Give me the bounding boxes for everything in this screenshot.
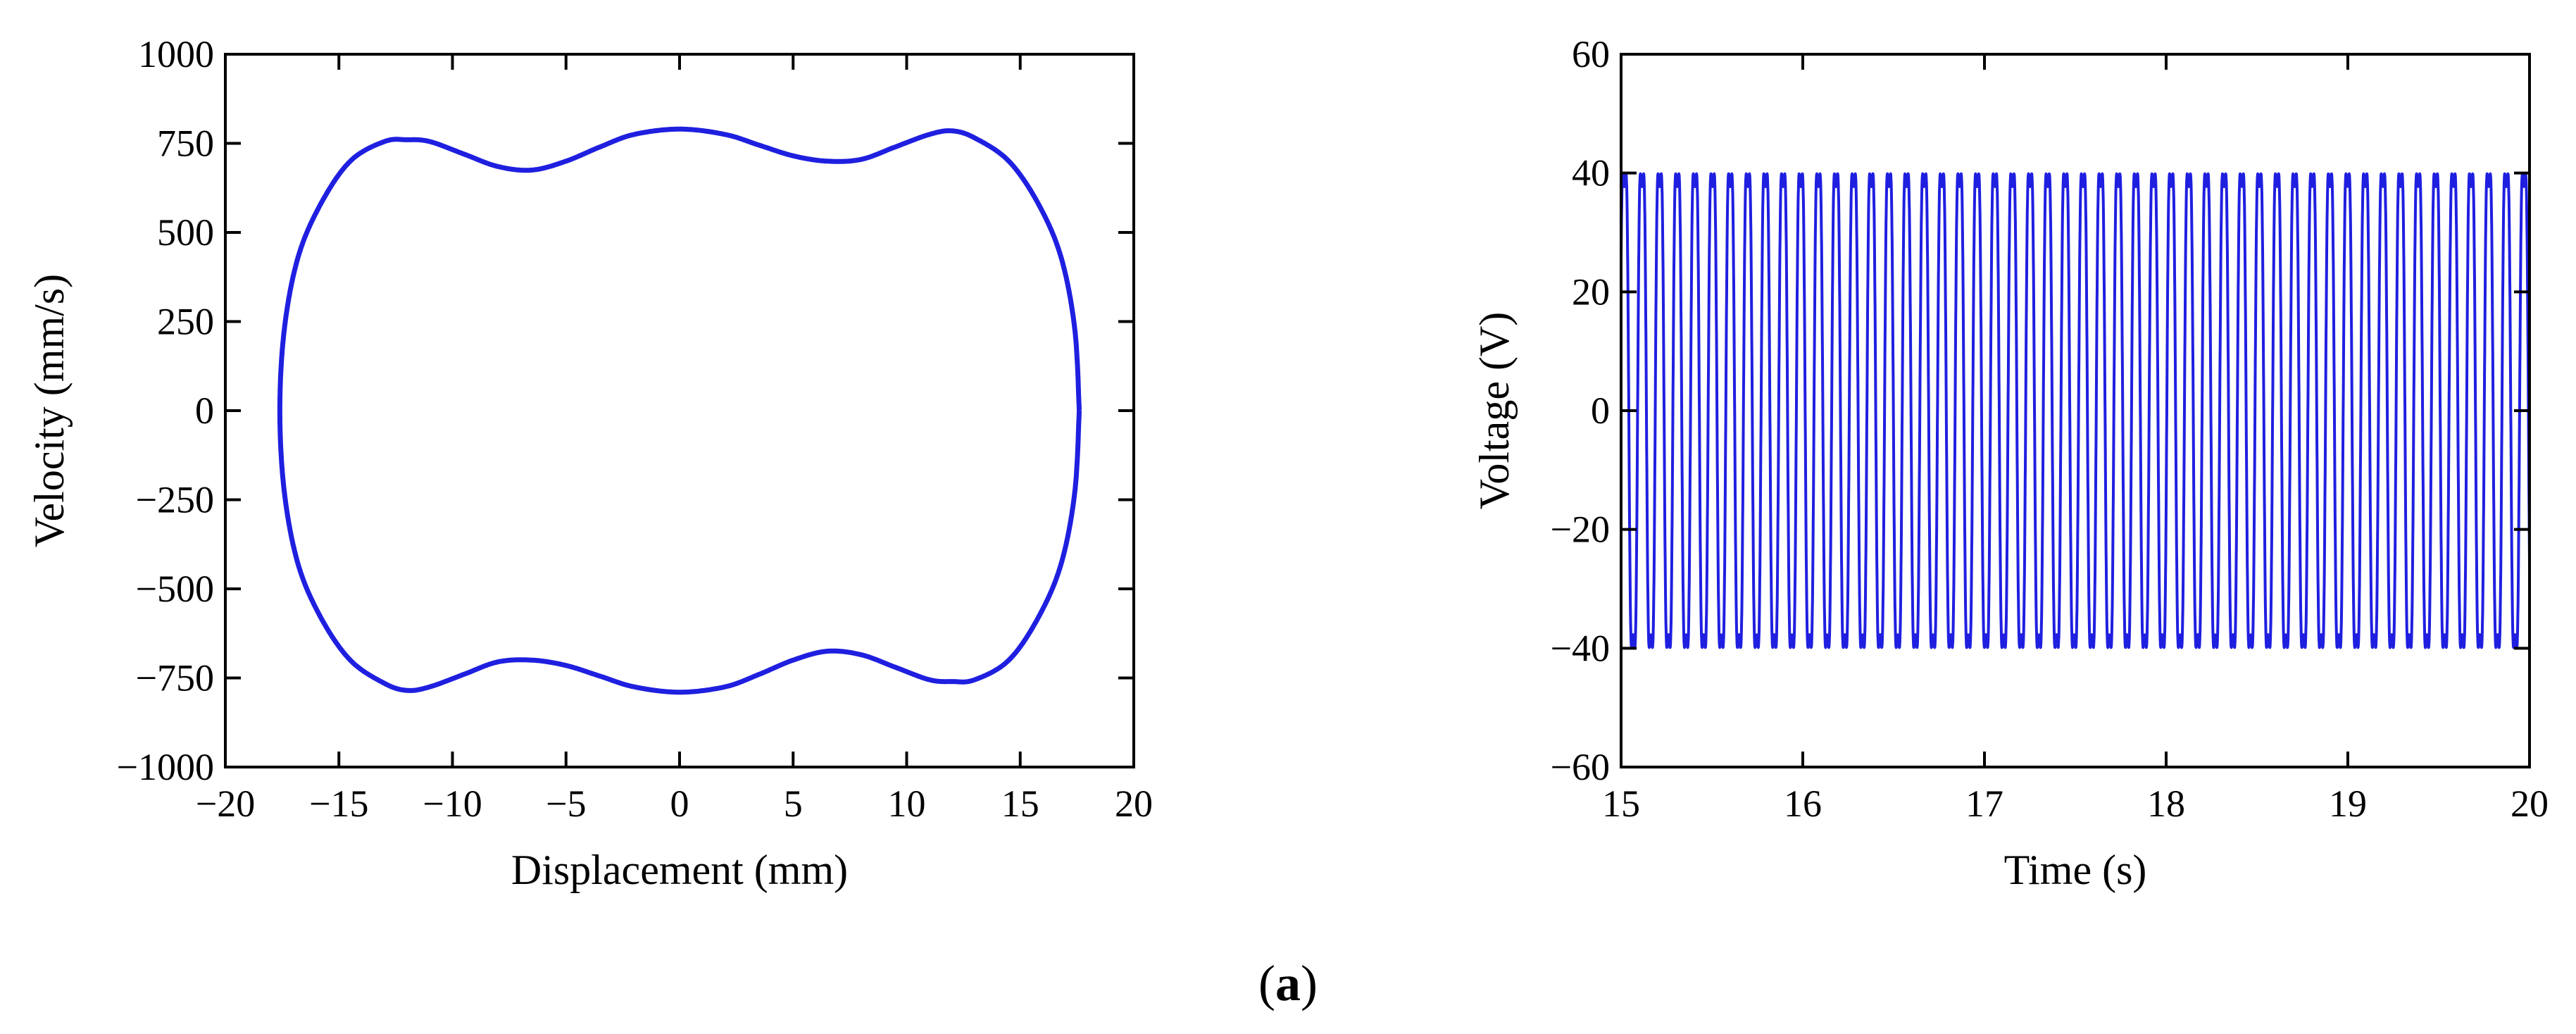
voltage-x-axis-label: Time (s) xyxy=(2004,847,2147,893)
caption-close-paren: ) xyxy=(1301,955,1318,1011)
voltage-y-tick-label: 20 xyxy=(1572,270,1610,313)
phase-portrait-x-tick-label: −10 xyxy=(423,783,482,825)
phase-portrait-x-tick-label: 10 xyxy=(888,783,926,825)
voltage-x-tick-label: 19 xyxy=(2329,783,2367,825)
phase-portrait-y-tick-label: 250 xyxy=(157,301,214,343)
phase-portrait-y-tick-label: −750 xyxy=(136,657,214,699)
caption-open-paren: ( xyxy=(1258,955,1275,1011)
voltage-x-tick-label: 20 xyxy=(2511,783,2549,825)
phase-portrait-y-tick-label: 500 xyxy=(157,211,214,254)
phase-portrait-y-tick-label: −500 xyxy=(136,568,214,610)
phase-portrait-y-tick-label: 750 xyxy=(157,123,214,165)
phase-portrait-x-tick-label: 15 xyxy=(1001,783,1039,825)
voltage-x-tick-label: 17 xyxy=(1965,783,2003,825)
phase-portrait-x-tick-label: −5 xyxy=(546,783,586,825)
phase-portrait-series-line-0 xyxy=(277,126,1082,695)
phase-portrait-y-tick-label: 1000 xyxy=(138,33,214,75)
phase-portrait-y-ticks: −1000 −750 −500 −250 0 250 500 750 1000 xyxy=(117,33,1134,788)
voltage-y-tick-label: 40 xyxy=(1572,152,1610,194)
phase-portrait-y-tick-label: −1000 xyxy=(117,746,214,788)
phase-portrait-y-axis-label: Velocity (mm/s) xyxy=(26,274,73,547)
voltage-time-chart: 15 16 17 18 19 20 −60 −40 −20 0 20 40 60 Time (s) V… xyxy=(1471,33,2549,893)
voltage-x-tick-label: 18 xyxy=(2147,783,2185,825)
phase-portrait-x-axis-label: Displacement (mm) xyxy=(511,847,848,893)
phase-portrait-series-group xyxy=(277,126,1082,695)
voltage-y-ticks: −60 −40 −20 0 20 40 60 xyxy=(1551,33,2530,788)
voltage-y-axis-label: Voltage (V) xyxy=(1471,312,1518,510)
voltage-y-tick-label: −60 xyxy=(1551,746,1610,788)
voltage-y-tick-label: 60 xyxy=(1572,33,1610,75)
voltage-series-line-0 xyxy=(1620,172,2531,649)
phase-portrait-y-tick-label: −250 xyxy=(136,479,214,521)
phase-portrait-x-tick-label: −20 xyxy=(196,783,255,825)
voltage-x-tick-label: 16 xyxy=(1784,783,1822,825)
phase-portrait-x-tick-label: 5 xyxy=(784,783,803,825)
phase-portrait-x-tick-label: 0 xyxy=(670,783,689,825)
phase-portrait-x-ticks: −20 −15 −10 −5 0 5 10 15 20 xyxy=(196,54,1153,825)
phase-portrait-chart: −20 −15 −10 −5 0 5 10 15 20 −1000 −750 −500 −250 0 25… xyxy=(26,33,1153,893)
caption-letter: a xyxy=(1275,955,1301,1011)
voltage-series-group xyxy=(1620,172,2531,649)
figure-caption: (a) xyxy=(1258,955,1318,1011)
voltage-x-tick-label: 15 xyxy=(1602,783,1640,825)
phase-portrait-y-tick-label: 0 xyxy=(195,390,214,432)
voltage-plot-frame xyxy=(1620,53,2531,768)
voltage-y-tick-label: −40 xyxy=(1551,627,1610,669)
phase-portrait-x-tick-label: 20 xyxy=(1115,783,1153,825)
voltage-x-ticks: 15 16 17 18 19 20 xyxy=(1602,54,2549,825)
voltage-y-tick-label: 0 xyxy=(1591,390,1610,432)
phase-portrait-plot-frame xyxy=(224,53,1135,768)
phase-portrait-x-tick-label: −15 xyxy=(309,783,368,825)
voltage-y-tick-label: −20 xyxy=(1551,509,1610,551)
